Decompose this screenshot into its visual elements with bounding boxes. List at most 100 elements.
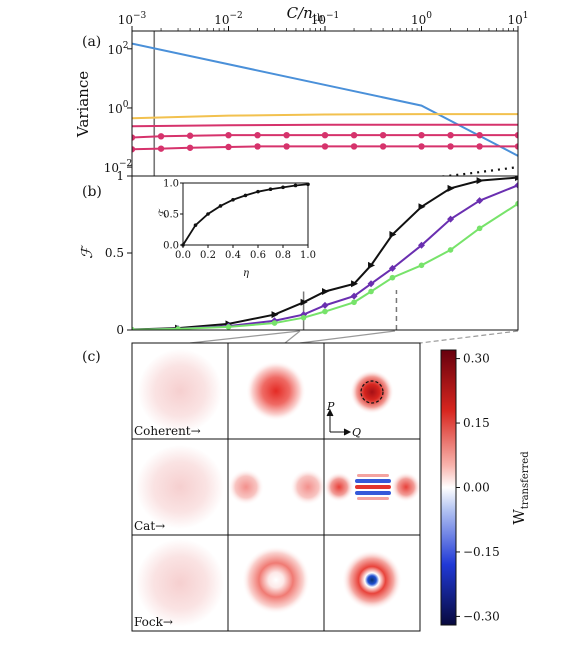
colorbar-tick-label-1: 0.15 <box>463 416 490 430</box>
inset-xtick-label-4: 0.8 <box>275 250 291 261</box>
b-series-2-point-1 <box>175 326 181 330</box>
panel-b-ylabel: ℱ <box>78 244 96 259</box>
b-series-2-point-10 <box>447 247 454 253</box>
top-axis-ticks: 10−3 10−2 10−1 100 101 <box>118 11 529 31</box>
panel-b-plot <box>132 176 518 330</box>
row-label-cat: Cat→ <box>134 519 165 533</box>
b-series-2-point-3 <box>271 320 278 326</box>
panel-a-ylabel: Variance <box>74 71 92 138</box>
inset-point-5 <box>243 193 248 198</box>
inset-xtick-label-2: 0.4 <box>225 250 241 261</box>
b-series-0-point-12 <box>515 176 518 182</box>
panel-label-a: (a) <box>82 34 101 50</box>
wigner-coherent-2 <box>246 361 306 421</box>
inset-ytick-label-0: 0.0 <box>163 241 179 252</box>
wigner-coherent-3 <box>350 370 394 414</box>
colorbar: 0.30 0.15 0.00 −0.15 −0.30 Wtransferred <box>440 349 531 626</box>
top-tick-label-0: 10−3 <box>118 11 147 27</box>
b-series-2-point-11 <box>476 225 483 232</box>
panel-a-frame <box>131 30 519 177</box>
a-series-4-point-2 <box>186 144 194 151</box>
b-series-1-point-6 <box>350 292 358 300</box>
inset-background <box>183 183 308 245</box>
row-label-fock: Fock→ <box>134 615 173 629</box>
wigner-cat-3a <box>324 472 354 502</box>
a-series-3-point-7 <box>350 131 358 139</box>
inset-point-4 <box>231 197 235 202</box>
wigner-row-coherent: Coherent→ P Q <box>132 343 420 439</box>
a-series-4-point-0 <box>132 146 136 153</box>
b-series-1-point-5 <box>321 301 329 309</box>
wigner-coherent-1 <box>138 349 222 433</box>
inset-xlabel: η <box>243 268 249 279</box>
a-ytick-label-1: 100 <box>107 100 128 116</box>
a-ytick-label-2: 10−2 <box>104 159 133 175</box>
inset-ticks: 0.0 0.2 0.4 0.6 0.8 1.0 0.0 0.5 1.0 <box>163 179 316 262</box>
wigner-row-fock: Fock→ <box>132 535 420 631</box>
inset-ytick-label-2: 1.0 <box>163 179 179 190</box>
wigner-cat-fringes <box>355 474 391 500</box>
b-series-2-point-8 <box>389 274 396 281</box>
a-series-4-point-11 <box>476 143 483 150</box>
b-series-0-point-7 <box>368 261 376 269</box>
wigner-cat-1 <box>136 445 224 529</box>
a-ytick-label-0: 102 <box>107 41 128 57</box>
a-series-3-point-1 <box>157 133 165 140</box>
b-ytick-label-0: 1 <box>116 169 124 183</box>
inset-plot <box>181 182 310 247</box>
a-series-4-point-3 <box>225 143 232 151</box>
wigner-cat-2a <box>228 469 264 505</box>
colorbar-tick-label-4: −0.30 <box>463 609 500 623</box>
a-series-4-point-5 <box>283 143 290 150</box>
a-series-4-point-4 <box>254 143 261 150</box>
panel-label-c: (c) <box>82 349 101 365</box>
a-series-4-point-12 <box>514 143 518 150</box>
b-series-0-point-10 <box>447 184 455 192</box>
inset-point-3 <box>218 204 223 208</box>
b-series-2-point-9 <box>418 262 425 269</box>
a-series-4-point-9 <box>418 143 425 150</box>
a-series-3-point-8 <box>379 131 387 139</box>
a-series-2 <box>132 123 518 128</box>
b-series-0-point-5 <box>322 288 329 295</box>
inset-ylabel: ℱ <box>158 208 169 218</box>
b-series-2-point-2 <box>225 324 232 330</box>
wigner-fock-2 <box>242 546 310 614</box>
a-dotted-line <box>437 166 518 176</box>
top-tick-label-1: 10−2 <box>214 11 243 27</box>
inset-point-7 <box>268 187 273 191</box>
b-series-1-point-9 <box>418 241 425 249</box>
colorbar-gradient <box>440 349 457 626</box>
b-series-1-point-10 <box>447 215 455 223</box>
inset-ytick-label-1: 0.5 <box>163 210 179 221</box>
a-series-3-point-2 <box>186 132 194 139</box>
a-series-3-point-3 <box>225 131 232 139</box>
target-circle <box>360 380 384 404</box>
top-axis: C/nth 10−3 10−2 10−1 100 101 <box>118 4 529 31</box>
a-series-3-point-4 <box>254 131 261 139</box>
a-series-3-point-10 <box>447 131 454 139</box>
inset-point-2 <box>206 212 210 216</box>
pq-axes <box>326 408 352 436</box>
a-series-3-point-5 <box>283 131 290 139</box>
a-series-4-point-6 <box>321 143 329 150</box>
b-series-0-point-6 <box>351 280 359 288</box>
inset-point-8 <box>281 185 285 190</box>
b-series-2-point-7 <box>368 288 374 295</box>
a-series-3-point-12 <box>514 131 518 139</box>
b-series-0-point-11 <box>476 177 484 185</box>
panel-a-plot <box>132 31 518 176</box>
inset-xtick-label-5: 1.0 <box>300 250 316 261</box>
b-series-0-point-3 <box>271 311 279 319</box>
top-tick-label-2: 10−1 <box>311 11 340 27</box>
b-series-2-point-0 <box>132 326 135 330</box>
b-series-1-point-12 <box>514 181 518 189</box>
b-series-1-point-11 <box>476 197 484 205</box>
colorbar-tick-label-2: 0.00 <box>463 481 490 495</box>
b-series-1-point-8 <box>388 264 396 272</box>
a-series-3-point-0 <box>132 134 136 141</box>
panel-b-inset: 0.0 0.2 0.4 0.6 0.8 1.0 0.0 0.5 1.0 η ℱ <box>158 179 316 280</box>
inset-point-9 <box>293 183 298 188</box>
b-series-2-point-5 <box>322 308 328 315</box>
b-series-0-point-9 <box>418 203 426 211</box>
